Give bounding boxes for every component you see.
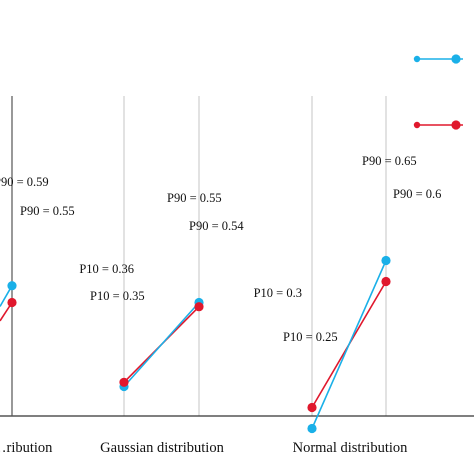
blue-p10-label: P10 = 0.25 [283, 330, 338, 344]
category-label: Normal distribution [293, 440, 409, 456]
blue-p10-label: P10 = 0.35 [90, 289, 145, 303]
data-points [7, 255, 391, 434]
blue-p90-point [381, 255, 391, 266]
red-p10-label: P10 = 0.3 [254, 286, 302, 300]
blue-p90-label: P90 = 0.55 [167, 191, 222, 205]
red-p90-label: P90 = 0.54 [189, 219, 244, 233]
blue-p90-label: P90 = 0.59 [0, 175, 49, 189]
red-p10-label: P10 = 0.36 [79, 262, 134, 276]
red-p90-point [194, 302, 204, 312]
blue-series-segment [123, 301, 200, 388]
axis-lines [0, 96, 474, 417]
grid-lines [11, 96, 387, 416]
red-p90-point [381, 276, 391, 287]
blue-p90-label: P90 = 0.65 [362, 154, 417, 168]
red-p90-point [7, 297, 17, 308]
red-p10-point [307, 402, 317, 413]
data-labels: P90 = 0.59 P90 = 0.55 P10 = 0.36 P10 = 0.35… [0, 154, 441, 344]
series-lines [0, 260, 387, 429]
category-label: Gaussian distribution [100, 440, 224, 456]
blue-p90-point [7, 281, 17, 291]
red-p10-point [119, 377, 129, 387]
legend-marker-blue [413, 55, 421, 63]
red-p90-label: P90 = 0.6 [393, 187, 441, 201]
legend-marker-red [413, 121, 421, 129]
category-label: …ribution [0, 440, 53, 456]
red-p90-label: P90 = 0.55 [20, 204, 75, 218]
category-labels: …ribution Gaussian distribution Normal dis… [0, 440, 408, 456]
legend-marker-blue [451, 54, 461, 64]
legend-marker-red [451, 120, 461, 130]
blue-series-segment [311, 260, 387, 429]
blue-p10-point [307, 423, 317, 434]
legend [413, 54, 463, 130]
